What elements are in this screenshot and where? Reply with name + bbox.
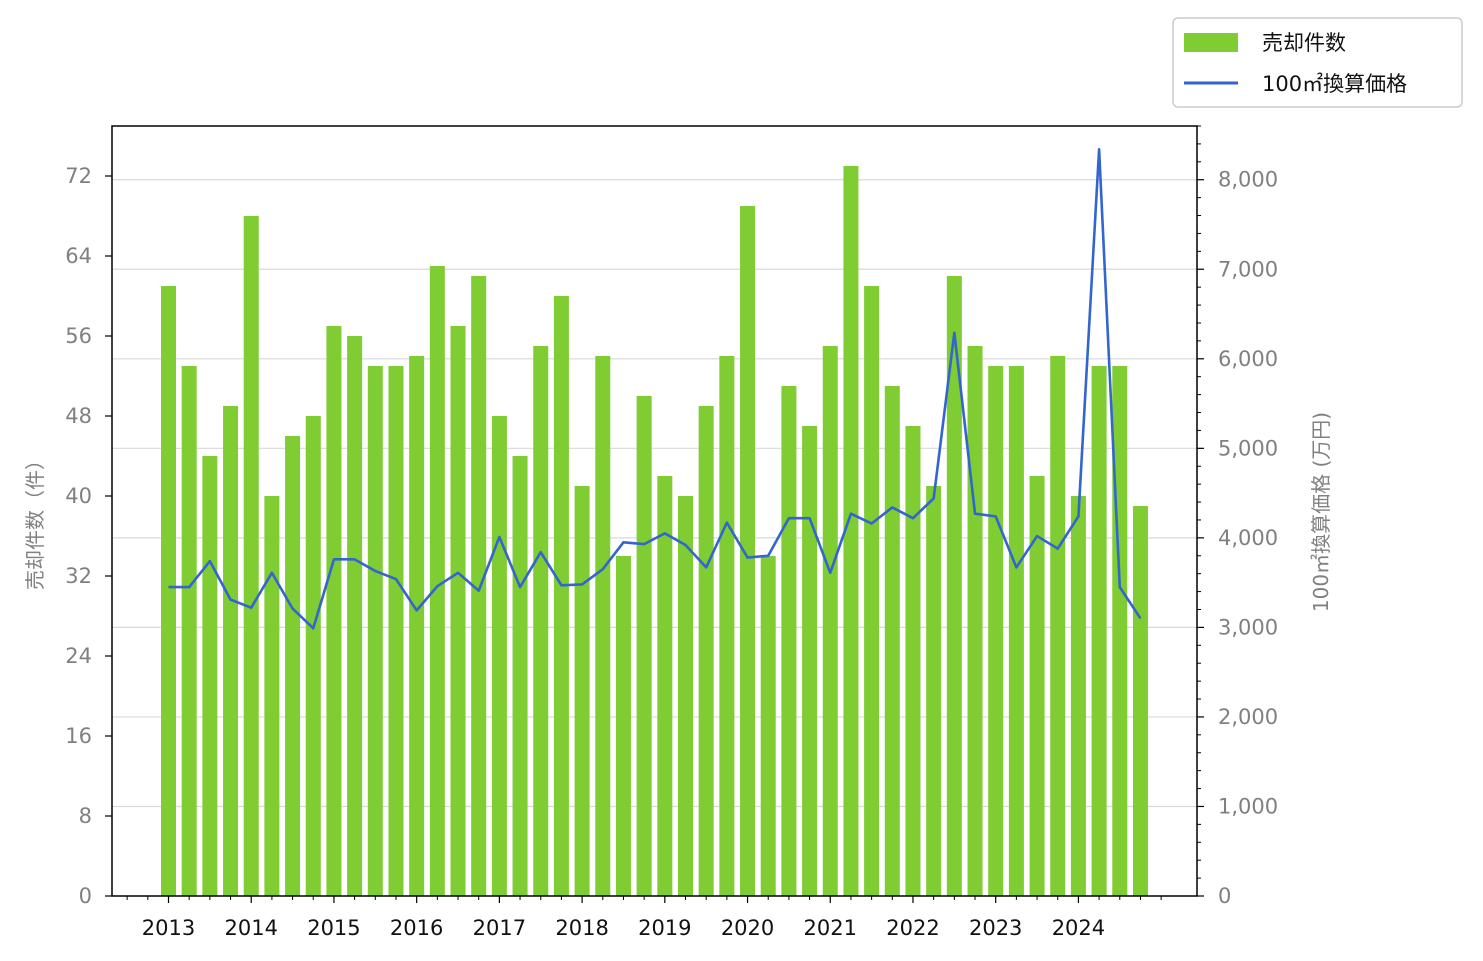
x-tick-label: 2023 — [969, 916, 1022, 940]
bar — [161, 286, 176, 896]
bar — [905, 426, 921, 896]
line-series — [168, 147, 1142, 630]
bar — [574, 486, 590, 896]
bar — [864, 286, 880, 896]
bar — [202, 456, 218, 896]
left-tick-label: 24 — [65, 644, 92, 668]
price-line — [168, 147, 1142, 630]
bar — [512, 456, 528, 896]
right-tick-label: 0 — [1218, 884, 1231, 908]
x-tick-label: 2018 — [555, 916, 608, 940]
bar — [1132, 506, 1148, 896]
bar — [678, 496, 693, 896]
bar — [926, 486, 942, 896]
right-tick-label: 6,000 — [1218, 347, 1278, 371]
bar — [802, 426, 818, 896]
x-tick-label: 2020 — [721, 916, 774, 940]
legend-bar-label: 売却件数 — [1262, 31, 1346, 55]
bar — [719, 356, 735, 896]
bar — [1091, 366, 1107, 896]
bar — [367, 366, 383, 896]
bar — [429, 266, 445, 896]
bar — [347, 336, 363, 896]
left-axis-title: 売却件数（件） — [23, 450, 47, 590]
bar — [843, 166, 859, 896]
left-tick-label: 32 — [65, 564, 92, 588]
bar — [285, 436, 301, 896]
right-tick-label: 2,000 — [1218, 705, 1278, 729]
left-tick-label: 8 — [79, 804, 92, 828]
left-tick-label: 0 — [79, 884, 92, 908]
legend: 売却件数 100㎡換算価格 — [1172, 17, 1463, 108]
left-tick-label: 72 — [65, 164, 92, 188]
bar — [657, 476, 673, 896]
bar — [533, 346, 549, 896]
bar — [760, 556, 776, 896]
bar — [698, 406, 714, 896]
bar — [967, 346, 983, 896]
x-tick-label: 2013 — [142, 916, 195, 940]
legend-bar-swatch — [1184, 33, 1238, 52]
bar — [595, 356, 611, 896]
bar — [1029, 476, 1045, 896]
right-axis: 0 1,000 2,000 3,000 4,000 5,000 6,000 7,000 8,00… — [1197, 125, 1278, 908]
x-tick-label: 2019 — [638, 916, 691, 940]
bar — [264, 496, 280, 896]
right-tick-label: 4,000 — [1218, 526, 1278, 550]
bar — [223, 406, 239, 896]
bar — [781, 386, 797, 896]
left-tick-label: 64 — [65, 244, 92, 268]
left-axis: 0 8 16 24 32 40 48 56 64 72 — [65, 164, 112, 908]
bar — [615, 556, 631, 896]
bar — [822, 346, 838, 896]
right-tick-label: 5,000 — [1218, 436, 1278, 460]
bar — [326, 326, 342, 896]
x-tick-label: 2022 — [886, 916, 939, 940]
left-tick-label: 16 — [65, 724, 92, 748]
bar — [181, 366, 197, 896]
x-tick-label: 2017 — [473, 916, 526, 940]
bar — [305, 416, 321, 896]
left-tick-label: 40 — [65, 484, 92, 508]
right-axis-title: 100㎡換算価格 (万円) — [1309, 412, 1333, 612]
bar — [884, 386, 900, 896]
x-tick-label: 2024 — [1052, 916, 1105, 940]
bar — [1008, 366, 1024, 896]
right-tick-label: 8,000 — [1218, 168, 1278, 192]
bar — [243, 216, 259, 896]
plot-frame — [111, 125, 1198, 897]
left-tick-label: 48 — [65, 404, 92, 428]
bar — [946, 276, 962, 896]
x-tick-label: 2016 — [390, 916, 443, 940]
x-tick-label: 2014 — [224, 916, 277, 940]
bar-series — [161, 166, 1148, 896]
right-tick-label: 3,000 — [1218, 615, 1278, 639]
bar — [636, 396, 652, 896]
bar — [409, 356, 425, 896]
bar — [471, 276, 487, 896]
x-axis: 2013 2014 2015 2016 2017 2018 2019 2020 2021 2022… — [126, 896, 1162, 940]
legend-box — [1172, 17, 1463, 108]
x-tick-label: 2021 — [804, 916, 857, 940]
x-tick-label: 2015 — [307, 916, 360, 940]
bar — [553, 296, 569, 896]
right-tick-label: 1,000 — [1218, 794, 1278, 818]
left-tick-label: 56 — [65, 324, 92, 348]
bar — [1050, 356, 1066, 896]
bar — [450, 326, 466, 896]
right-tick-label: 7,000 — [1218, 257, 1278, 281]
bar — [1070, 496, 1086, 896]
bar — [491, 416, 507, 896]
bar — [1112, 366, 1128, 896]
bar — [988, 366, 1004, 896]
bar — [388, 366, 404, 896]
bar — [740, 206, 756, 896]
legend-line-label: 100㎡換算価格 — [1262, 72, 1407, 96]
